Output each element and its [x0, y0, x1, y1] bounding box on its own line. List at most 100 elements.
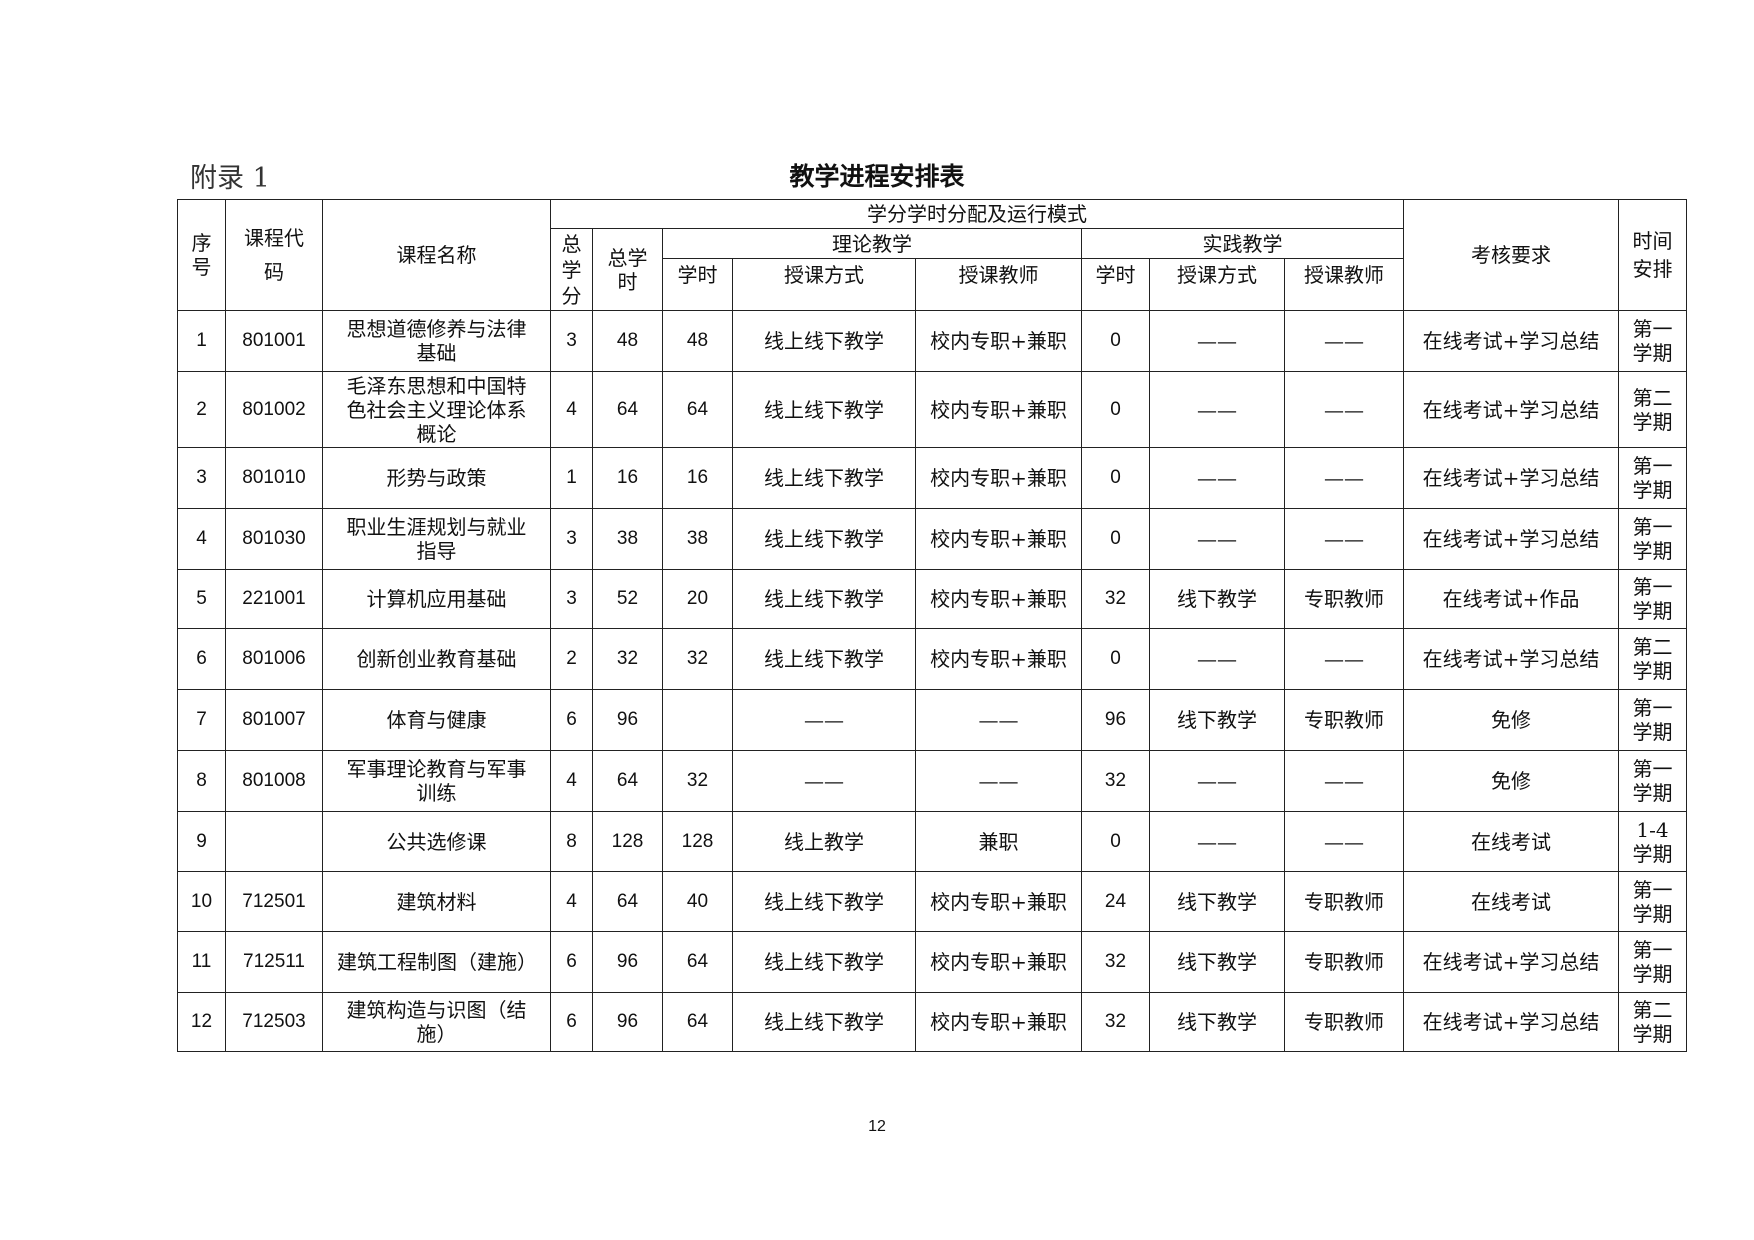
- cell-credits: 6: [550, 992, 593, 1052]
- cell-p-hours: 0: [1081, 371, 1150, 448]
- cell-name: 公共选修课: [322, 811, 551, 872]
- cell-p-hours: 24: [1081, 871, 1150, 932]
- table-row: 4 801030 职业生涯规划与就业指导 3 38 38 线上线下教学 校内专职+兼职 0 —— —…: [177, 508, 1687, 570]
- table-row: 8 801008 军事理论教育与军事训练 4 64 32 —— —— 32 —— —— 免修 第一学期: [177, 750, 1687, 812]
- cell-p-method: ——: [1149, 447, 1285, 509]
- page-title: 教学进程安排表: [789, 162, 965, 191]
- cell-assess: 在线考试+学习总结: [1403, 310, 1619, 372]
- header-seq: 序号: [177, 199, 226, 311]
- header-practice-teacher: 授课教师: [1284, 258, 1404, 311]
- cell-p-hours: 32: [1081, 931, 1150, 993]
- header-assessment: 考核要求: [1403, 199, 1619, 311]
- cell-t-teacher: 校内专职+兼职: [915, 310, 1082, 372]
- cell-time: 第一学期: [1618, 750, 1687, 812]
- cell-credits: 8: [550, 811, 593, 872]
- cell-p-teacher: ——: [1284, 447, 1404, 509]
- cell-t-hours: 128: [662, 811, 733, 872]
- cell-t-method: 线上线下教学: [732, 628, 916, 690]
- cell-total: 128: [592, 811, 663, 872]
- cell-credits: 1: [550, 447, 593, 509]
- cell-credits: 4: [550, 871, 593, 932]
- cell-t-method: ——: [732, 750, 916, 812]
- cell-code: 801006: [225, 628, 323, 690]
- cell-p-teacher: 专职教师: [1284, 689, 1404, 751]
- cell-t-hours: 64: [662, 931, 733, 993]
- cell-p-method: 线下教学: [1149, 992, 1285, 1052]
- cell-t-hours: 48: [662, 310, 733, 372]
- cell-total: 96: [592, 992, 663, 1052]
- cell-p-hours: 0: [1081, 628, 1150, 690]
- cell-credits: 4: [550, 750, 593, 812]
- header-theory-method: 授课方式: [732, 258, 916, 311]
- cell-assess: 免修: [1403, 750, 1619, 812]
- table-row: 9 公共选修课 8 128 128 线上教学 兼职 0 —— —— 在线考试 1-4 学期: [177, 811, 1687, 872]
- cell-seq: 12: [177, 992, 226, 1052]
- cell-t-method: 线上教学: [732, 811, 916, 872]
- cell-total: 64: [592, 371, 663, 448]
- cell-time: 第一学期: [1618, 508, 1687, 570]
- cell-p-hours: 32: [1081, 992, 1150, 1052]
- cell-name: 创新创业教育基础: [322, 628, 551, 690]
- cell-t-method: 线上线下教学: [732, 871, 916, 932]
- page-number: 12: [868, 1118, 886, 1135]
- header-name: 课程名称: [322, 199, 551, 311]
- cell-code: 801008: [225, 750, 323, 812]
- cell-time: 第二学期: [1618, 628, 1687, 690]
- cell-p-hours: 0: [1081, 310, 1150, 372]
- cell-t-method: 线上线下教学: [732, 569, 916, 629]
- cell-t-method: 线上线下教学: [732, 310, 916, 372]
- table-row: 3 801010 形势与政策 1 16 16 线上线下教学 校内专职+兼职 0 —— —— 在线考试+…: [177, 447, 1687, 509]
- cell-name: 思想道德修养与法律基础: [322, 310, 551, 372]
- cell-seq: 1: [177, 310, 226, 372]
- cell-total: 52: [592, 569, 663, 629]
- cell-p-teacher: ——: [1284, 508, 1404, 570]
- table-row: 1 801001 思想道德修养与法律基础 3 48 48 线上线下教学 校内专职+兼职 0 —— —…: [177, 310, 1687, 372]
- cell-time: 第一学期: [1618, 689, 1687, 751]
- cell-assess: 在线考试+学习总结: [1403, 628, 1619, 690]
- table-row: 7 801007 体育与健康 6 96 —— —— 96 线下教学 专职教师 免修 第一学期: [177, 689, 1687, 751]
- cell-p-teacher: ——: [1284, 750, 1404, 812]
- cell-credits: 2: [550, 628, 593, 690]
- header-practice: 实践教学: [1081, 228, 1404, 259]
- cell-assess: 在线考试+学习总结: [1403, 508, 1619, 570]
- cell-total: 48: [592, 310, 663, 372]
- cell-code: 801007: [225, 689, 323, 751]
- cell-p-method: ——: [1149, 628, 1285, 690]
- cell-total: 38: [592, 508, 663, 570]
- header-theory-teacher: 授课教师: [915, 258, 1082, 311]
- cell-seq: 2: [177, 371, 226, 448]
- cell-total: 96: [592, 689, 663, 751]
- cell-t-hours: [662, 689, 733, 751]
- cell-name: 计算机应用基础: [322, 569, 551, 629]
- cell-time: 1-4 学期: [1618, 811, 1687, 872]
- cell-code: 801030: [225, 508, 323, 570]
- header-total-hours: 总学时: [592, 228, 663, 311]
- header-practice-hours: 学时: [1081, 258, 1150, 311]
- cell-t-hours: 32: [662, 750, 733, 812]
- cell-p-teacher: 专职教师: [1284, 992, 1404, 1052]
- cell-code: 801001: [225, 310, 323, 372]
- cell-name: 形势与政策: [322, 447, 551, 509]
- cell-total: 96: [592, 931, 663, 993]
- cell-t-teacher: 校内专职+兼职: [915, 569, 1082, 629]
- cell-seq: 5: [177, 569, 226, 629]
- cell-p-method: ——: [1149, 750, 1285, 812]
- cell-code: 801002: [225, 371, 323, 448]
- table-row: 6 801006 创新创业教育基础 2 32 32 线上线下教学 校内专职+兼职 0 —— —— 在线…: [177, 628, 1687, 690]
- cell-assess: 免修: [1403, 689, 1619, 751]
- cell-code: 712501: [225, 871, 323, 932]
- cell-p-teacher: ——: [1284, 310, 1404, 372]
- cell-p-teacher: 专职教师: [1284, 871, 1404, 932]
- cell-total: 32: [592, 628, 663, 690]
- header-theory-hours: 学时: [662, 258, 733, 311]
- cell-p-method: ——: [1149, 371, 1285, 448]
- cell-t-method: 线上线下教学: [732, 992, 916, 1052]
- cell-p-method: 线下教学: [1149, 871, 1285, 932]
- cell-p-method: ——: [1149, 811, 1285, 872]
- cell-t-teacher: 校内专职+兼职: [915, 447, 1082, 509]
- cell-credits: 6: [550, 689, 593, 751]
- cell-seq: 3: [177, 447, 226, 509]
- cell-total: 64: [592, 871, 663, 932]
- header-schedule: 时间安排: [1618, 199, 1687, 311]
- cell-seq: 11: [177, 931, 226, 993]
